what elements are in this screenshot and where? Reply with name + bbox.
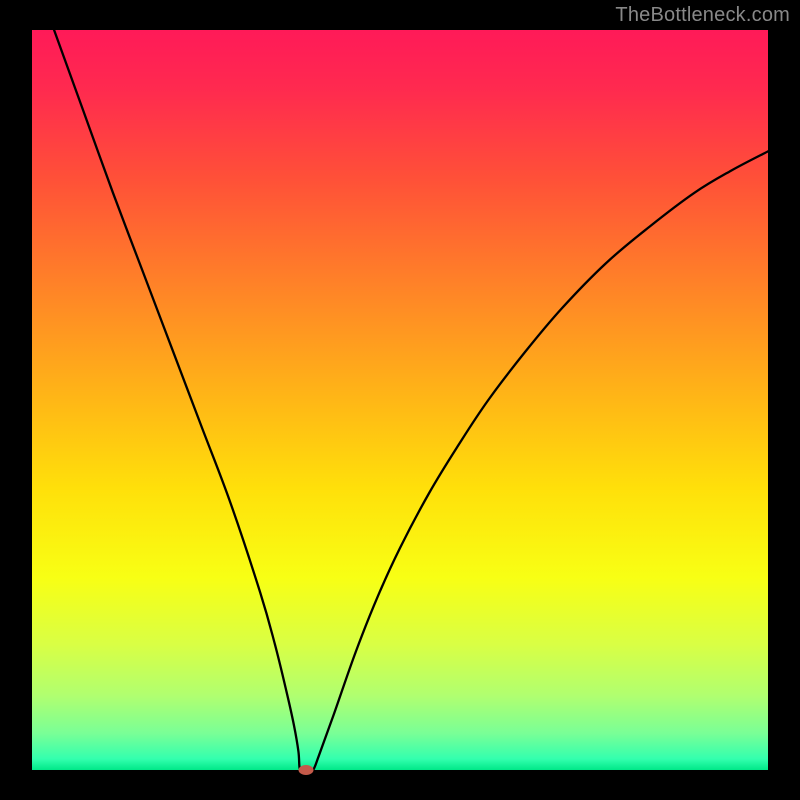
chart-background <box>32 30 768 770</box>
chart-area <box>32 30 768 770</box>
watermark-text: TheBottleneck.com <box>615 4 790 27</box>
min-point-marker <box>298 765 313 775</box>
chart-svg <box>32 30 768 770</box>
